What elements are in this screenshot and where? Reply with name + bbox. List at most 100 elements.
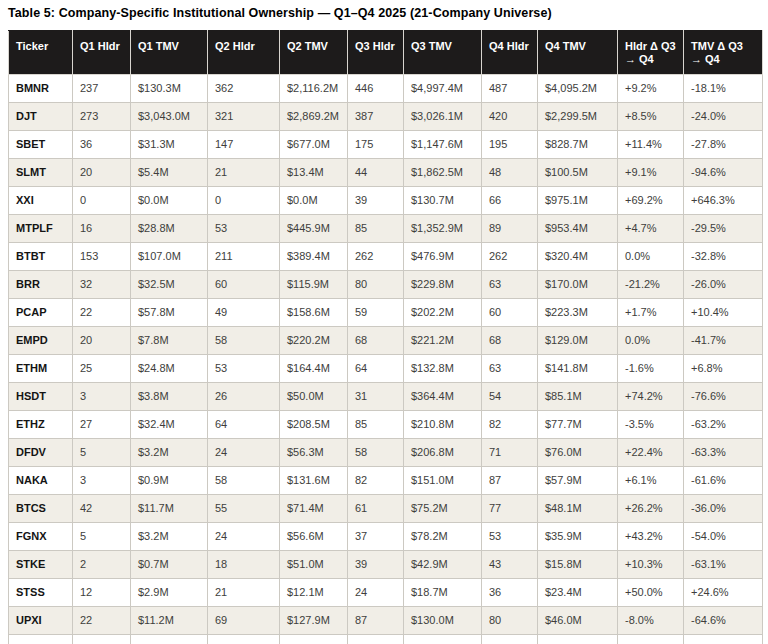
data-cell: $76.0M bbox=[538, 439, 618, 467]
data-cell: -1.6% bbox=[618, 355, 684, 383]
data-cell: $56.3M bbox=[280, 439, 348, 467]
data-cell: 63 bbox=[482, 355, 538, 383]
data-cell: 58 bbox=[208, 467, 280, 495]
data-cell: -88.9% bbox=[684, 635, 763, 644]
data-cell: 487 bbox=[482, 75, 538, 103]
data-cell: $107.0M bbox=[131, 243, 208, 271]
data-cell: 63 bbox=[482, 271, 538, 299]
column-header-q4-hldr: Q4 Hldr bbox=[482, 31, 538, 75]
data-cell: $12.4M bbox=[280, 635, 348, 644]
data-cell: 43 bbox=[482, 551, 538, 579]
data-cell: 9 bbox=[73, 635, 131, 644]
data-cell: $18.7M bbox=[404, 579, 482, 607]
column-header-q2-tmv: Q2 TMV bbox=[280, 31, 348, 75]
data-cell: 69 bbox=[208, 607, 280, 635]
table-row: MTPLF16$28.8M53$445.9M85$1,352.9M89$953.… bbox=[9, 215, 763, 243]
data-cell: $2,869.2M bbox=[280, 103, 348, 131]
data-cell: $223.3M bbox=[538, 299, 618, 327]
data-cell: 12 bbox=[73, 579, 131, 607]
ticker-cell: EMPD bbox=[9, 327, 73, 355]
data-cell: $11.2M bbox=[131, 607, 208, 635]
ticker-cell: STSS bbox=[9, 579, 73, 607]
data-cell: $129.0M bbox=[538, 327, 618, 355]
data-cell: 21 bbox=[208, 579, 280, 607]
data-cell: 22 bbox=[348, 635, 404, 644]
data-cell: -8.0% bbox=[618, 607, 684, 635]
data-cell: $8.0M bbox=[404, 635, 482, 644]
data-cell: 262 bbox=[348, 243, 404, 271]
data-cell: 0.0% bbox=[618, 327, 684, 355]
data-cell: 39 bbox=[348, 551, 404, 579]
data-cell: 25 bbox=[73, 355, 131, 383]
data-cell: +4.5% bbox=[618, 635, 684, 644]
ticker-cell: SLMT bbox=[9, 159, 73, 187]
data-cell: $3.2M bbox=[131, 523, 208, 551]
data-cell: +26.2% bbox=[618, 495, 684, 523]
data-cell: 3 bbox=[73, 383, 131, 411]
data-cell: $3.8M bbox=[131, 383, 208, 411]
data-cell: -36.0% bbox=[684, 495, 763, 523]
data-cell: 54 bbox=[482, 383, 538, 411]
table-row: ETHM25$24.8M53$164.4M64$132.8M63$141.8M-… bbox=[9, 355, 763, 383]
data-cell: -63.2% bbox=[684, 411, 763, 439]
table-row: SLMT20$5.4M21$13.4M44$1,862.5M48$100.5M+… bbox=[9, 159, 763, 187]
data-cell: 85 bbox=[348, 215, 404, 243]
data-cell: $130.7M bbox=[404, 187, 482, 215]
data-cell: $46.0M bbox=[538, 607, 618, 635]
column-header-q3-tmv: Q3 TMV bbox=[404, 31, 482, 75]
data-cell: $24.8M bbox=[131, 355, 208, 383]
data-cell: $15.8M bbox=[538, 551, 618, 579]
ticker-cell: BTCS bbox=[9, 495, 73, 523]
ticker-cell: MTPLF bbox=[9, 215, 73, 243]
data-cell: $130.0M bbox=[404, 607, 482, 635]
data-cell: -94.6% bbox=[684, 159, 763, 187]
data-cell: $364.4M bbox=[404, 383, 482, 411]
data-cell: 44 bbox=[348, 159, 404, 187]
table-header: TickerQ1 HldrQ1 TMVQ2 HldrQ2 TMVQ3 HldrQ… bbox=[9, 31, 763, 75]
data-cell: 195 bbox=[482, 131, 538, 159]
data-cell: +22.4% bbox=[618, 439, 684, 467]
ticker-cell: ATON bbox=[9, 635, 73, 644]
data-cell: $115.9M bbox=[280, 271, 348, 299]
table-row: FGNX5$3.2M24$56.6M37$78.2M53$35.9M+43.2%… bbox=[9, 523, 763, 551]
data-cell: $4,095.2M bbox=[538, 75, 618, 103]
data-cell: -18.1% bbox=[684, 75, 763, 103]
data-cell: $158.6M bbox=[280, 299, 348, 327]
ticker-cell: HSDT bbox=[9, 383, 73, 411]
data-cell: $23.4M bbox=[538, 579, 618, 607]
data-cell: 68 bbox=[348, 327, 404, 355]
data-cell: $208.5M bbox=[280, 411, 348, 439]
data-cell: $31.3M bbox=[131, 131, 208, 159]
data-cell: 387 bbox=[348, 103, 404, 131]
data-cell: -3.5% bbox=[618, 411, 684, 439]
data-cell: 22 bbox=[73, 607, 131, 635]
data-cell: $85.1M bbox=[538, 383, 618, 411]
ticker-cell: DFDV bbox=[9, 439, 73, 467]
data-cell: 32 bbox=[73, 271, 131, 299]
data-cell: +9.1% bbox=[618, 159, 684, 187]
data-cell: $75.2M bbox=[404, 495, 482, 523]
data-cell: 3 bbox=[73, 467, 131, 495]
data-cell: 53 bbox=[208, 215, 280, 243]
ticker-cell: XXI bbox=[9, 187, 73, 215]
data-cell: $57.8M bbox=[131, 299, 208, 327]
data-cell: $132.8M bbox=[404, 355, 482, 383]
data-cell: $0.0M bbox=[280, 187, 348, 215]
data-cell: 24 bbox=[348, 579, 404, 607]
ticker-cell: BTBT bbox=[9, 243, 73, 271]
data-cell: $11.7M bbox=[131, 495, 208, 523]
data-cell: 85 bbox=[348, 411, 404, 439]
data-cell: 36 bbox=[482, 579, 538, 607]
data-cell: $975.1M bbox=[538, 187, 618, 215]
data-cell: 80 bbox=[482, 607, 538, 635]
table-row: BMNR237$130.3M362$2,116.2M446$4,997.4M48… bbox=[9, 75, 763, 103]
data-cell: +6.1% bbox=[618, 467, 684, 495]
data-cell: 58 bbox=[348, 439, 404, 467]
data-cell: $48.1M bbox=[538, 495, 618, 523]
data-cell: +43.2% bbox=[618, 523, 684, 551]
data-cell: 5 bbox=[73, 439, 131, 467]
data-cell: $2,116.2M bbox=[280, 75, 348, 103]
table-title: Table 5: Company-Specific Institutional … bbox=[8, 6, 760, 21]
column-header-q1-hldr: Q1 Hldr bbox=[73, 31, 131, 75]
data-cell: 49 bbox=[208, 299, 280, 327]
